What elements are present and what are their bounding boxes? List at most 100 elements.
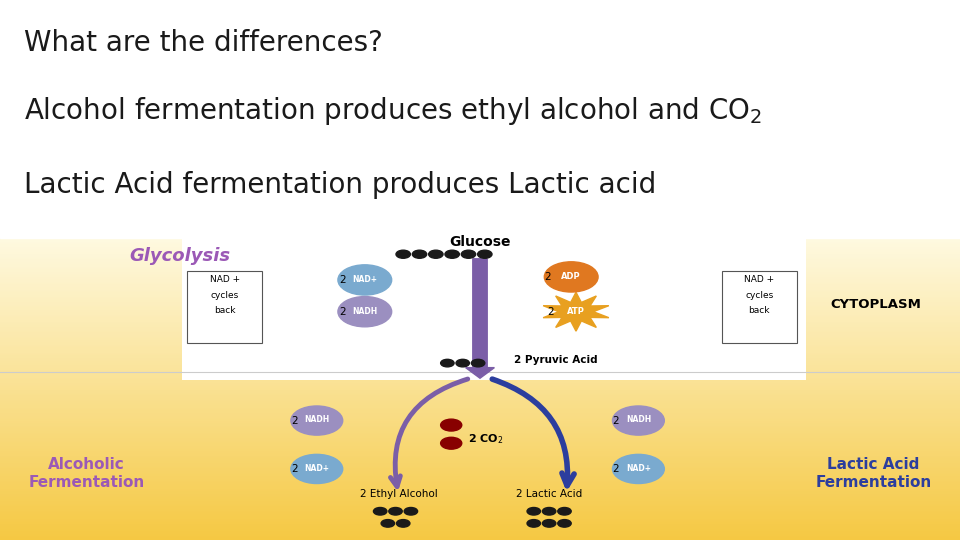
Bar [0, 424, 960, 427]
Bar [0, 286, 960, 288]
Text: 2: 2 [291, 416, 298, 426]
Bar [0, 528, 960, 530]
Text: 2: 2 [547, 307, 554, 316]
Text: ATP: ATP [567, 307, 585, 315]
Circle shape [338, 265, 392, 295]
Text: What are the differences?: What are the differences? [24, 29, 383, 57]
Circle shape [558, 508, 571, 515]
Bar [0, 273, 960, 275]
Bar [0, 331, 960, 333]
Bar [0, 306, 960, 308]
Bar [0, 291, 960, 293]
Bar [0, 288, 960, 291]
Bar [0, 354, 960, 356]
Circle shape [612, 406, 664, 435]
Text: Alcohol fermentation produces ethyl alcohol and CO$_2$: Alcohol fermentation produces ethyl alco… [24, 95, 762, 127]
Circle shape [291, 406, 343, 435]
Bar [0, 505, 960, 507]
Circle shape [612, 454, 664, 483]
Text: NADH: NADH [304, 415, 329, 424]
Text: NADH: NADH [626, 415, 651, 424]
Bar [0, 454, 960, 457]
Bar [0, 336, 960, 339]
FancyBboxPatch shape [187, 271, 262, 343]
Text: back: back [214, 306, 235, 315]
Bar [0, 326, 960, 328]
Bar [0, 517, 960, 520]
Text: NAD+: NAD+ [304, 464, 329, 473]
Bar [0, 422, 960, 424]
Bar [0, 359, 960, 361]
Bar [0, 482, 960, 484]
Bar [0, 363, 960, 366]
Bar [0, 301, 960, 303]
Bar [182, 238, 806, 380]
Bar [0, 313, 960, 316]
Bar [0, 492, 960, 495]
Bar [0, 263, 960, 265]
Circle shape [542, 508, 556, 515]
Bar [0, 253, 960, 255]
Bar [0, 464, 960, 467]
Bar [0, 343, 960, 346]
Text: 2: 2 [544, 272, 551, 282]
Bar [0, 376, 960, 379]
Bar [0, 308, 960, 310]
Bar [0, 414, 960, 416]
Bar [0, 381, 960, 384]
Bar [0, 298, 960, 301]
Bar [0, 462, 960, 464]
Bar [0, 248, 960, 250]
Bar [0, 427, 960, 429]
Bar [0, 333, 960, 336]
Circle shape [471, 359, 485, 367]
Bar [0, 447, 960, 449]
Text: Alcoholic
Fermentation: Alcoholic Fermentation [28, 457, 145, 490]
Bar [0, 407, 960, 409]
Bar [0, 495, 960, 497]
Bar [0, 444, 960, 447]
Bar [0, 490, 960, 492]
Bar [0, 293, 960, 295]
Bar [0, 268, 960, 271]
Bar [0, 437, 960, 439]
Circle shape [527, 519, 540, 527]
Bar [0, 449, 960, 452]
Text: 2: 2 [339, 275, 346, 285]
Bar [0, 310, 960, 313]
Text: 2: 2 [612, 416, 619, 426]
Circle shape [558, 519, 571, 527]
Bar [0, 339, 960, 341]
Bar [0, 399, 960, 401]
Circle shape [462, 250, 476, 258]
Circle shape [338, 296, 392, 327]
Circle shape [441, 419, 462, 431]
Circle shape [542, 519, 556, 527]
Circle shape [291, 454, 343, 483]
Bar [0, 348, 960, 351]
Bar [0, 303, 960, 306]
Bar [0, 477, 960, 480]
Text: cycles: cycles [745, 291, 774, 300]
Bar [0, 258, 960, 260]
Bar [0, 295, 960, 298]
Bar [0, 469, 960, 472]
Bar [0, 520, 960, 522]
Bar [0, 255, 960, 258]
Text: 2: 2 [612, 464, 619, 474]
FancyArrow shape [466, 259, 494, 378]
Bar [0, 530, 960, 532]
Text: Glycolysis: Glycolysis [130, 247, 230, 265]
Circle shape [428, 250, 443, 258]
Bar [0, 265, 960, 268]
Bar [0, 323, 960, 326]
Bar [0, 401, 960, 404]
Bar [0, 411, 960, 414]
Bar [0, 346, 960, 348]
Bar [0, 500, 960, 502]
Bar [0, 396, 960, 399]
Circle shape [441, 359, 454, 367]
Bar [0, 512, 960, 515]
Bar [0, 318, 960, 321]
Bar [0, 321, 960, 323]
